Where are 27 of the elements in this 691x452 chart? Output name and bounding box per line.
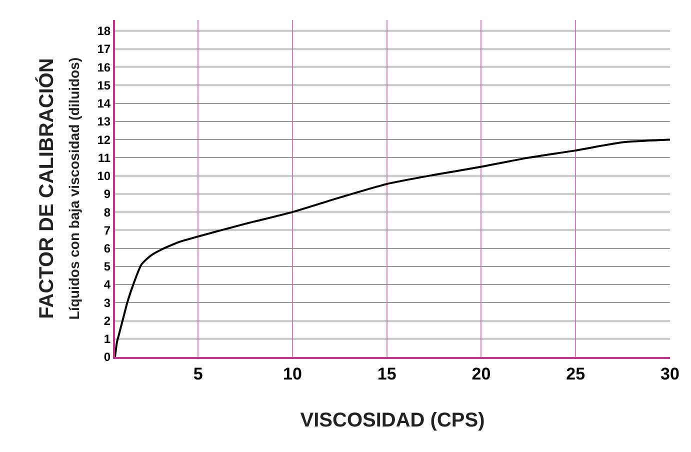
y-tick-label: 14 — [97, 96, 111, 111]
y-tick-label: 15 — [97, 78, 111, 92]
x-axis-title: VISCOSIDAD (CPS) — [300, 409, 485, 432]
x-tick-label: 15 — [377, 364, 396, 384]
y-tick-label: 4 — [104, 278, 111, 292]
y-axis-title: FACTOR DE CALIBRACIÓN Líquidos con baja viscosidad (diluidos) — [35, 57, 82, 320]
y-tick-label: 8 — [104, 205, 111, 220]
y-tick-label: 18 — [97, 24, 111, 38]
x-tick-label: 25 — [566, 364, 586, 384]
x-tick-label: 5 — [193, 364, 203, 384]
x-tick-label: 20 — [472, 364, 491, 384]
y-tick-label: 9 — [104, 187, 111, 202]
y-tick-label: 12 — [97, 132, 111, 147]
y-tick-label: 1 — [104, 332, 111, 346]
y-tick-label: 13 — [97, 114, 111, 129]
y-tick-label: 0 — [104, 350, 111, 364]
x-tick-label: 30 — [660, 364, 680, 384]
y-tick-label: 2 — [104, 314, 111, 328]
y-tick-label: 17 — [97, 42, 111, 56]
y-tick-label: 3 — [104, 296, 111, 310]
y-tick-label: 5 — [104, 260, 111, 274]
y-tick-label: 7 — [104, 223, 111, 238]
x-tick-label: 10 — [282, 364, 302, 384]
y-tick-label: 6 — [104, 241, 111, 256]
y-tick-label: 11 — [98, 150, 111, 165]
y-tick-label: 16 — [97, 60, 111, 74]
y-tick-label: 10 — [97, 169, 111, 184]
